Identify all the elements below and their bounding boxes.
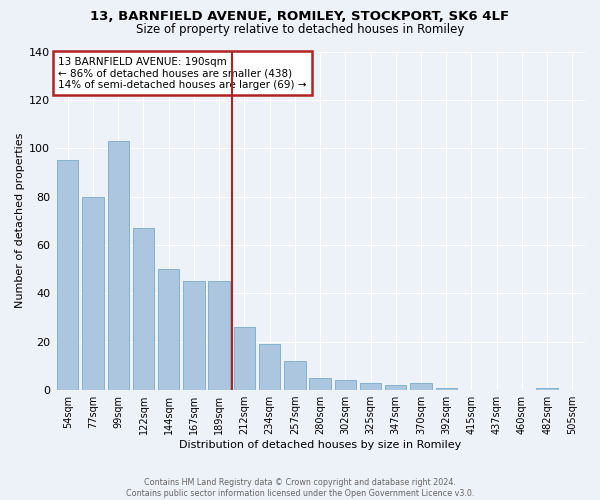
Bar: [158, 269, 179, 390]
Bar: [335, 380, 356, 390]
Bar: [208, 282, 230, 390]
Text: Contains HM Land Registry data © Crown copyright and database right 2024.
Contai: Contains HM Land Registry data © Crown c…: [126, 478, 474, 498]
Bar: [107, 141, 129, 390]
Bar: [183, 282, 205, 390]
Text: 13, BARNFIELD AVENUE, ROMILEY, STOCKPORT, SK6 4LF: 13, BARNFIELD AVENUE, ROMILEY, STOCKPORT…: [91, 10, 509, 23]
Bar: [133, 228, 154, 390]
Bar: [410, 383, 432, 390]
Bar: [360, 383, 381, 390]
Bar: [436, 388, 457, 390]
Bar: [284, 361, 305, 390]
Bar: [310, 378, 331, 390]
Bar: [82, 196, 104, 390]
Bar: [57, 160, 79, 390]
Text: Size of property relative to detached houses in Romiley: Size of property relative to detached ho…: [136, 22, 464, 36]
Bar: [259, 344, 280, 390]
Bar: [536, 388, 558, 390]
Bar: [385, 385, 406, 390]
X-axis label: Distribution of detached houses by size in Romiley: Distribution of detached houses by size …: [179, 440, 461, 450]
Text: 13 BARNFIELD AVENUE: 190sqm
← 86% of detached houses are smaller (438)
14% of se: 13 BARNFIELD AVENUE: 190sqm ← 86% of det…: [58, 56, 307, 90]
Y-axis label: Number of detached properties: Number of detached properties: [15, 133, 25, 308]
Bar: [233, 327, 255, 390]
